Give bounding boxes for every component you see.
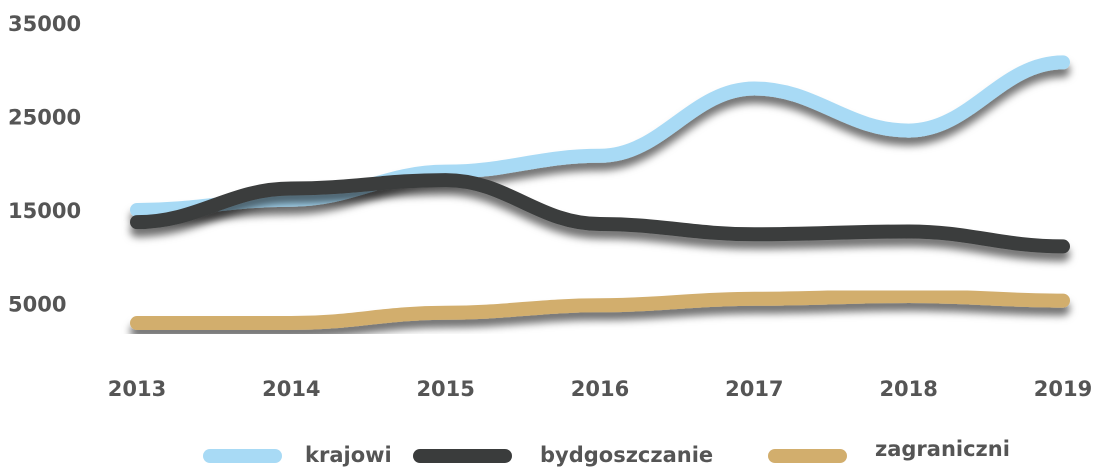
x-tick-label: 2017	[725, 377, 783, 401]
x-tick-label: 2015	[416, 377, 474, 401]
series-line	[130, 55, 1070, 217]
y-tick-label: 25000	[8, 105, 81, 129]
y-tick-label: 5000	[8, 292, 66, 316]
series-line	[130, 288, 1070, 331]
legend-label: zagraniczni	[875, 437, 1010, 461]
x-tick-label: 2013	[108, 377, 166, 401]
x-tick-label: 2018	[879, 377, 937, 401]
x-tick-label: 2016	[571, 377, 629, 401]
x-tick-label: 2014	[262, 377, 320, 401]
y-tick-label: 35000	[8, 12, 81, 36]
x-tick-label: 2019	[1034, 377, 1092, 401]
legend-label: krajowi	[305, 443, 392, 467]
legend-label: bydgoszczanie	[540, 443, 713, 467]
series-line	[130, 173, 1070, 254]
y-tick-label: 15000	[8, 199, 81, 223]
